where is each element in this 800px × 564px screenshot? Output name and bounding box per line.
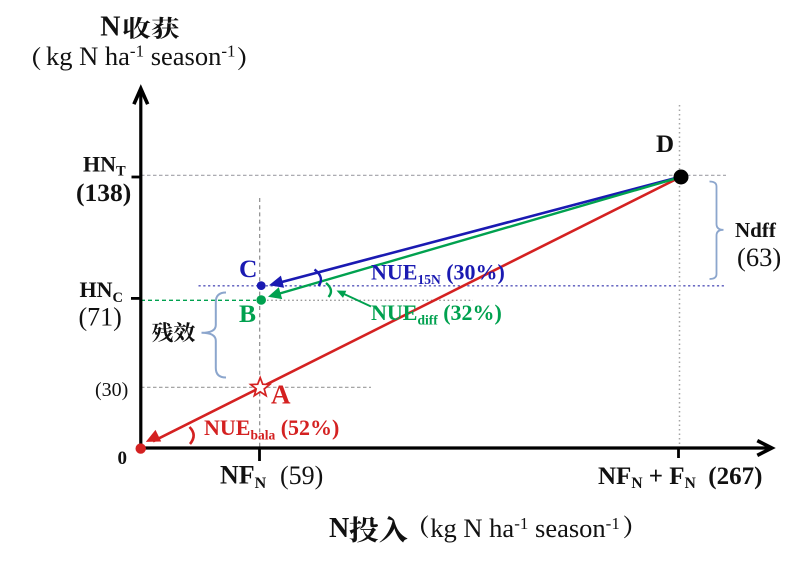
svg-text:kg N ha-1 season-1: kg N ha-1 season-1	[46, 41, 236, 71]
svg-text:B: B	[239, 299, 256, 328]
svg-text:N: N	[100, 12, 120, 43]
svg-text:N: N	[329, 513, 349, 544]
svg-text:(30): (30)	[95, 379, 128, 401]
svg-text:NFN: NFN	[220, 461, 267, 493]
svg-text:(59): (59)	[280, 461, 323, 490]
svg-text:NUEbala (52%): NUEbala (52%)	[204, 415, 339, 443]
svg-text:Ndff: Ndff	[735, 218, 777, 242]
svg-text:(63): (63)	[737, 242, 781, 272]
svg-text:NFN + FN (267): NFN + FN (267)	[598, 463, 762, 492]
svg-text:D: D	[656, 131, 674, 158]
svg-text:(138): (138)	[76, 178, 131, 207]
svg-text:A: A	[271, 380, 291, 410]
svg-text:NUEdiff (32%): NUEdiff (32%)	[371, 300, 502, 328]
svg-text:0: 0	[118, 448, 128, 469]
svg-text:(71): (71)	[79, 303, 122, 332]
svg-text:C: C	[239, 254, 257, 283]
